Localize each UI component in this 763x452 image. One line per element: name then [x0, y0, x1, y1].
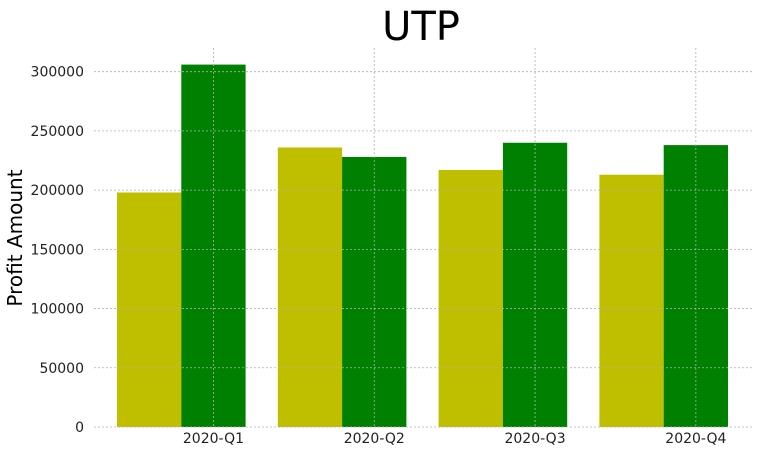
x-tick-label: 2020-Q3 [504, 431, 565, 447]
x-tick-label: 2020-Q2 [344, 431, 405, 447]
bars [117, 64, 728, 428]
bar-series1-2020-q4 [599, 174, 664, 427]
y-tick-label: 150000 [31, 242, 84, 258]
y-tick-label: 100000 [31, 302, 84, 318]
y-tick-label: 0 [75, 420, 84, 436]
y-tick-label: 250000 [31, 124, 84, 140]
y-axis-label: Profit Amount [3, 169, 27, 306]
bar-series1-2020-q1 [117, 192, 182, 427]
y-tick-label: 50000 [39, 361, 84, 377]
x-tick-label: 2020-Q4 [665, 431, 726, 447]
grid-lines [94, 48, 752, 428]
x-tick-label: 2020-Q1 [183, 431, 244, 447]
y-tick-label: 300000 [31, 65, 84, 81]
bar-series1-2020-q3 [438, 169, 503, 427]
chart-title: UTP [382, 4, 460, 50]
bar-series1-2020-q2 [277, 147, 343, 428]
y-tick-label: 200000 [31, 183, 84, 199]
y-axis-ticks: 0 50000 100000 150000 200000 250000 300000 [31, 65, 84, 436]
x-axis-ticks: 2020-Q1 2020-Q2 2020-Q3 2020-Q4 [183, 431, 727, 447]
